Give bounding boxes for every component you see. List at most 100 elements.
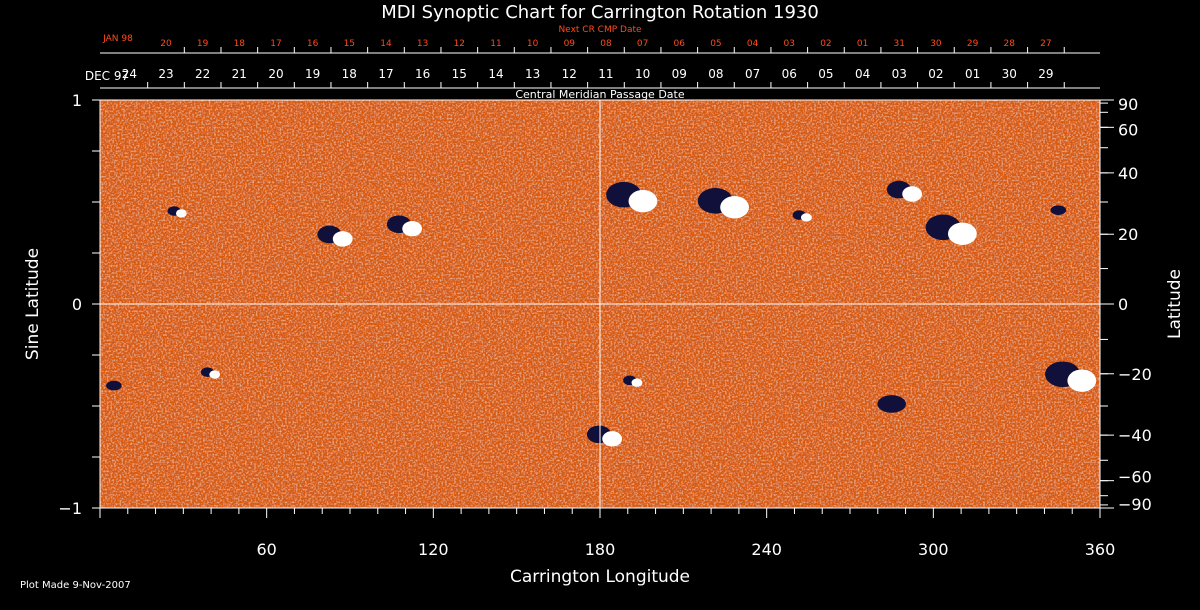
cmp-date-label: 12 xyxy=(562,67,577,81)
right-axis-tick-label: −60 xyxy=(1118,468,1152,487)
next-cmp-date-label: 28 xyxy=(1004,39,1016,49)
cmp-date-label: 02 xyxy=(928,67,943,81)
next-cmp-date-label: 15 xyxy=(344,39,355,49)
cmp-date-label: 21 xyxy=(232,67,247,81)
bottom-axis-tick-label: 120 xyxy=(418,540,449,559)
right-axis-tick-label: −40 xyxy=(1118,426,1152,445)
cmp-axis-start-label: DEC 97 xyxy=(85,69,129,83)
next-cmp-date-label: 27 xyxy=(1040,39,1051,49)
cmp-axis-ticks: 24 23 22 21 20 19 18 17 16 15 14 13 12 11 10 09 08 07 06 05… xyxy=(122,67,1065,88)
cmp-date-label: 07 xyxy=(745,67,760,81)
next-cmp-date-label: 08 xyxy=(600,39,612,49)
cmp-date-label: 19 xyxy=(305,67,320,81)
cmp-date-label: 22 xyxy=(195,67,210,81)
right-axis-tick-label: 0 xyxy=(1118,295,1128,314)
active-region xyxy=(792,210,812,222)
active-region xyxy=(606,181,658,213)
next-cmp-date-label: 09 xyxy=(564,39,576,49)
positive-flux-patch xyxy=(1067,369,1097,392)
magnetogram-map xyxy=(99,99,1101,509)
cmp-date-label: 09 xyxy=(672,67,687,81)
cmp-date-label: 15 xyxy=(452,67,467,81)
next-cmp-date-label: 07 xyxy=(637,39,648,49)
bottom-axis-tick-label: 300 xyxy=(918,540,949,559)
positive-flux-patch xyxy=(631,378,643,387)
right-axis-tick-label: 40 xyxy=(1118,164,1138,183)
cmp-date-label: 24 xyxy=(122,67,137,81)
cmp-axis-label: Central Meridian Passage Date xyxy=(515,88,684,101)
active-region xyxy=(1050,205,1067,215)
cmp-date-label: 13 xyxy=(525,67,540,81)
cmp-date-label: 29 xyxy=(1038,67,1053,81)
negative-flux-patch xyxy=(877,395,906,413)
next-cmp-date-label: 05 xyxy=(710,39,721,49)
right-axis-tick-label: −90 xyxy=(1118,495,1152,514)
active-region xyxy=(386,215,423,237)
left-axis: 1 0 −1 xyxy=(58,91,100,518)
active-region xyxy=(886,180,923,202)
cmp-date-label: 20 xyxy=(268,67,283,81)
next-cmp-date-label: 10 xyxy=(527,39,539,49)
cmp-date-label: 23 xyxy=(158,67,173,81)
plot-made-footnote: Plot Made 9-Nov-2007 xyxy=(20,580,131,591)
left-axis-tick-label: 0 xyxy=(72,295,82,314)
y-axis-right-label: Latitude xyxy=(1165,269,1185,339)
next-cmp-date-label: 18 xyxy=(234,39,246,49)
active-region xyxy=(925,214,977,245)
active-region xyxy=(200,367,221,379)
next-cmp-date-label: 20 xyxy=(160,39,172,49)
chart-title: MDI Synoptic Chart for Carrington Rotati… xyxy=(381,2,819,23)
x-axis-label: Carrington Longitude xyxy=(510,567,690,587)
positive-flux-patch xyxy=(902,186,923,202)
active-region xyxy=(167,206,187,218)
cmp-date-label: 17 xyxy=(378,67,393,81)
cmp-date-label: 30 xyxy=(1002,67,1017,81)
cmp-date-label: 01 xyxy=(965,67,980,81)
right-axis-tick-label: 20 xyxy=(1118,225,1138,244)
positive-flux-patch xyxy=(402,220,423,237)
y-axis-left-label: Sine Latitude xyxy=(23,248,43,360)
next-cmp-date-label: 04 xyxy=(747,39,759,49)
next-cmp-date-label: 03 xyxy=(784,39,795,49)
next-axis-start-label: JAN 98 xyxy=(102,34,133,44)
right-axis: 90 60 40 20 0 −20 −40 −60 −90 xyxy=(1100,95,1152,514)
negative-flux-patch xyxy=(1050,205,1067,215)
positive-flux-patch xyxy=(209,370,221,379)
cmp-date-label: 10 xyxy=(635,67,650,81)
right-axis-tick-label: −20 xyxy=(1118,365,1152,384)
cmp-date-label: 04 xyxy=(855,67,870,81)
bottom-axis-tick-label: 60 xyxy=(256,540,276,559)
right-axis-tick-label: 90 xyxy=(1118,95,1138,114)
cmp-date-label: 03 xyxy=(892,67,907,81)
next-cmp-date-label: 31 xyxy=(894,39,905,49)
active-region xyxy=(623,375,643,387)
cmp-date-label: 16 xyxy=(415,67,430,81)
positive-flux-patch xyxy=(800,213,812,222)
positive-flux-patch xyxy=(332,231,353,247)
next-cmp-date-label: 17 xyxy=(270,39,281,49)
bottom-axis-tick-label: 360 xyxy=(1085,540,1116,559)
positive-flux-patch xyxy=(175,209,187,218)
cmp-date-label: 06 xyxy=(782,67,797,81)
positive-flux-patch xyxy=(720,196,749,219)
next-cmp-date-label: 30 xyxy=(930,39,942,49)
bottom-axis: 60 120 180 240 300 360 xyxy=(99,508,1116,559)
next-cmp-date-label: 16 xyxy=(307,39,319,49)
next-cmp-date-label: 02 xyxy=(820,39,831,49)
next-cmp-date-label: 12 xyxy=(454,39,465,49)
next-cmp-date-label: 11 xyxy=(490,39,501,49)
negative-flux-patch xyxy=(106,380,122,391)
left-axis-tick-label: −1 xyxy=(58,499,82,518)
active-region xyxy=(317,225,353,247)
next-cmp-date-label: 01 xyxy=(857,39,868,49)
next-axis-label: Next CR CMP Date xyxy=(558,25,642,35)
right-axis-tick-label: 60 xyxy=(1118,120,1138,139)
next-axis-ticks: 20 19 18 17 16 15 14 13 12 11 10 09 08 07 06 05 04 03 02 01… xyxy=(160,39,1065,53)
positive-flux-patch xyxy=(947,222,977,245)
next-cmp-date-label: 06 xyxy=(674,39,686,49)
cmp-date-label: 08 xyxy=(708,67,723,81)
bottom-axis-tick-label: 240 xyxy=(751,540,782,559)
active-region xyxy=(106,380,122,391)
next-cmp-date-label: 14 xyxy=(380,39,392,49)
